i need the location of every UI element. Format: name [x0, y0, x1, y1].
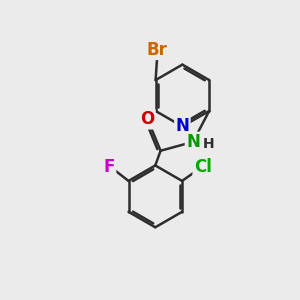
- Text: O: O: [140, 110, 154, 128]
- Text: N: N: [176, 117, 189, 135]
- Text: H: H: [202, 137, 214, 151]
- Text: N: N: [186, 133, 200, 151]
- Text: Br: Br: [147, 41, 167, 59]
- Text: Cl: Cl: [194, 158, 212, 176]
- Text: F: F: [104, 158, 115, 176]
